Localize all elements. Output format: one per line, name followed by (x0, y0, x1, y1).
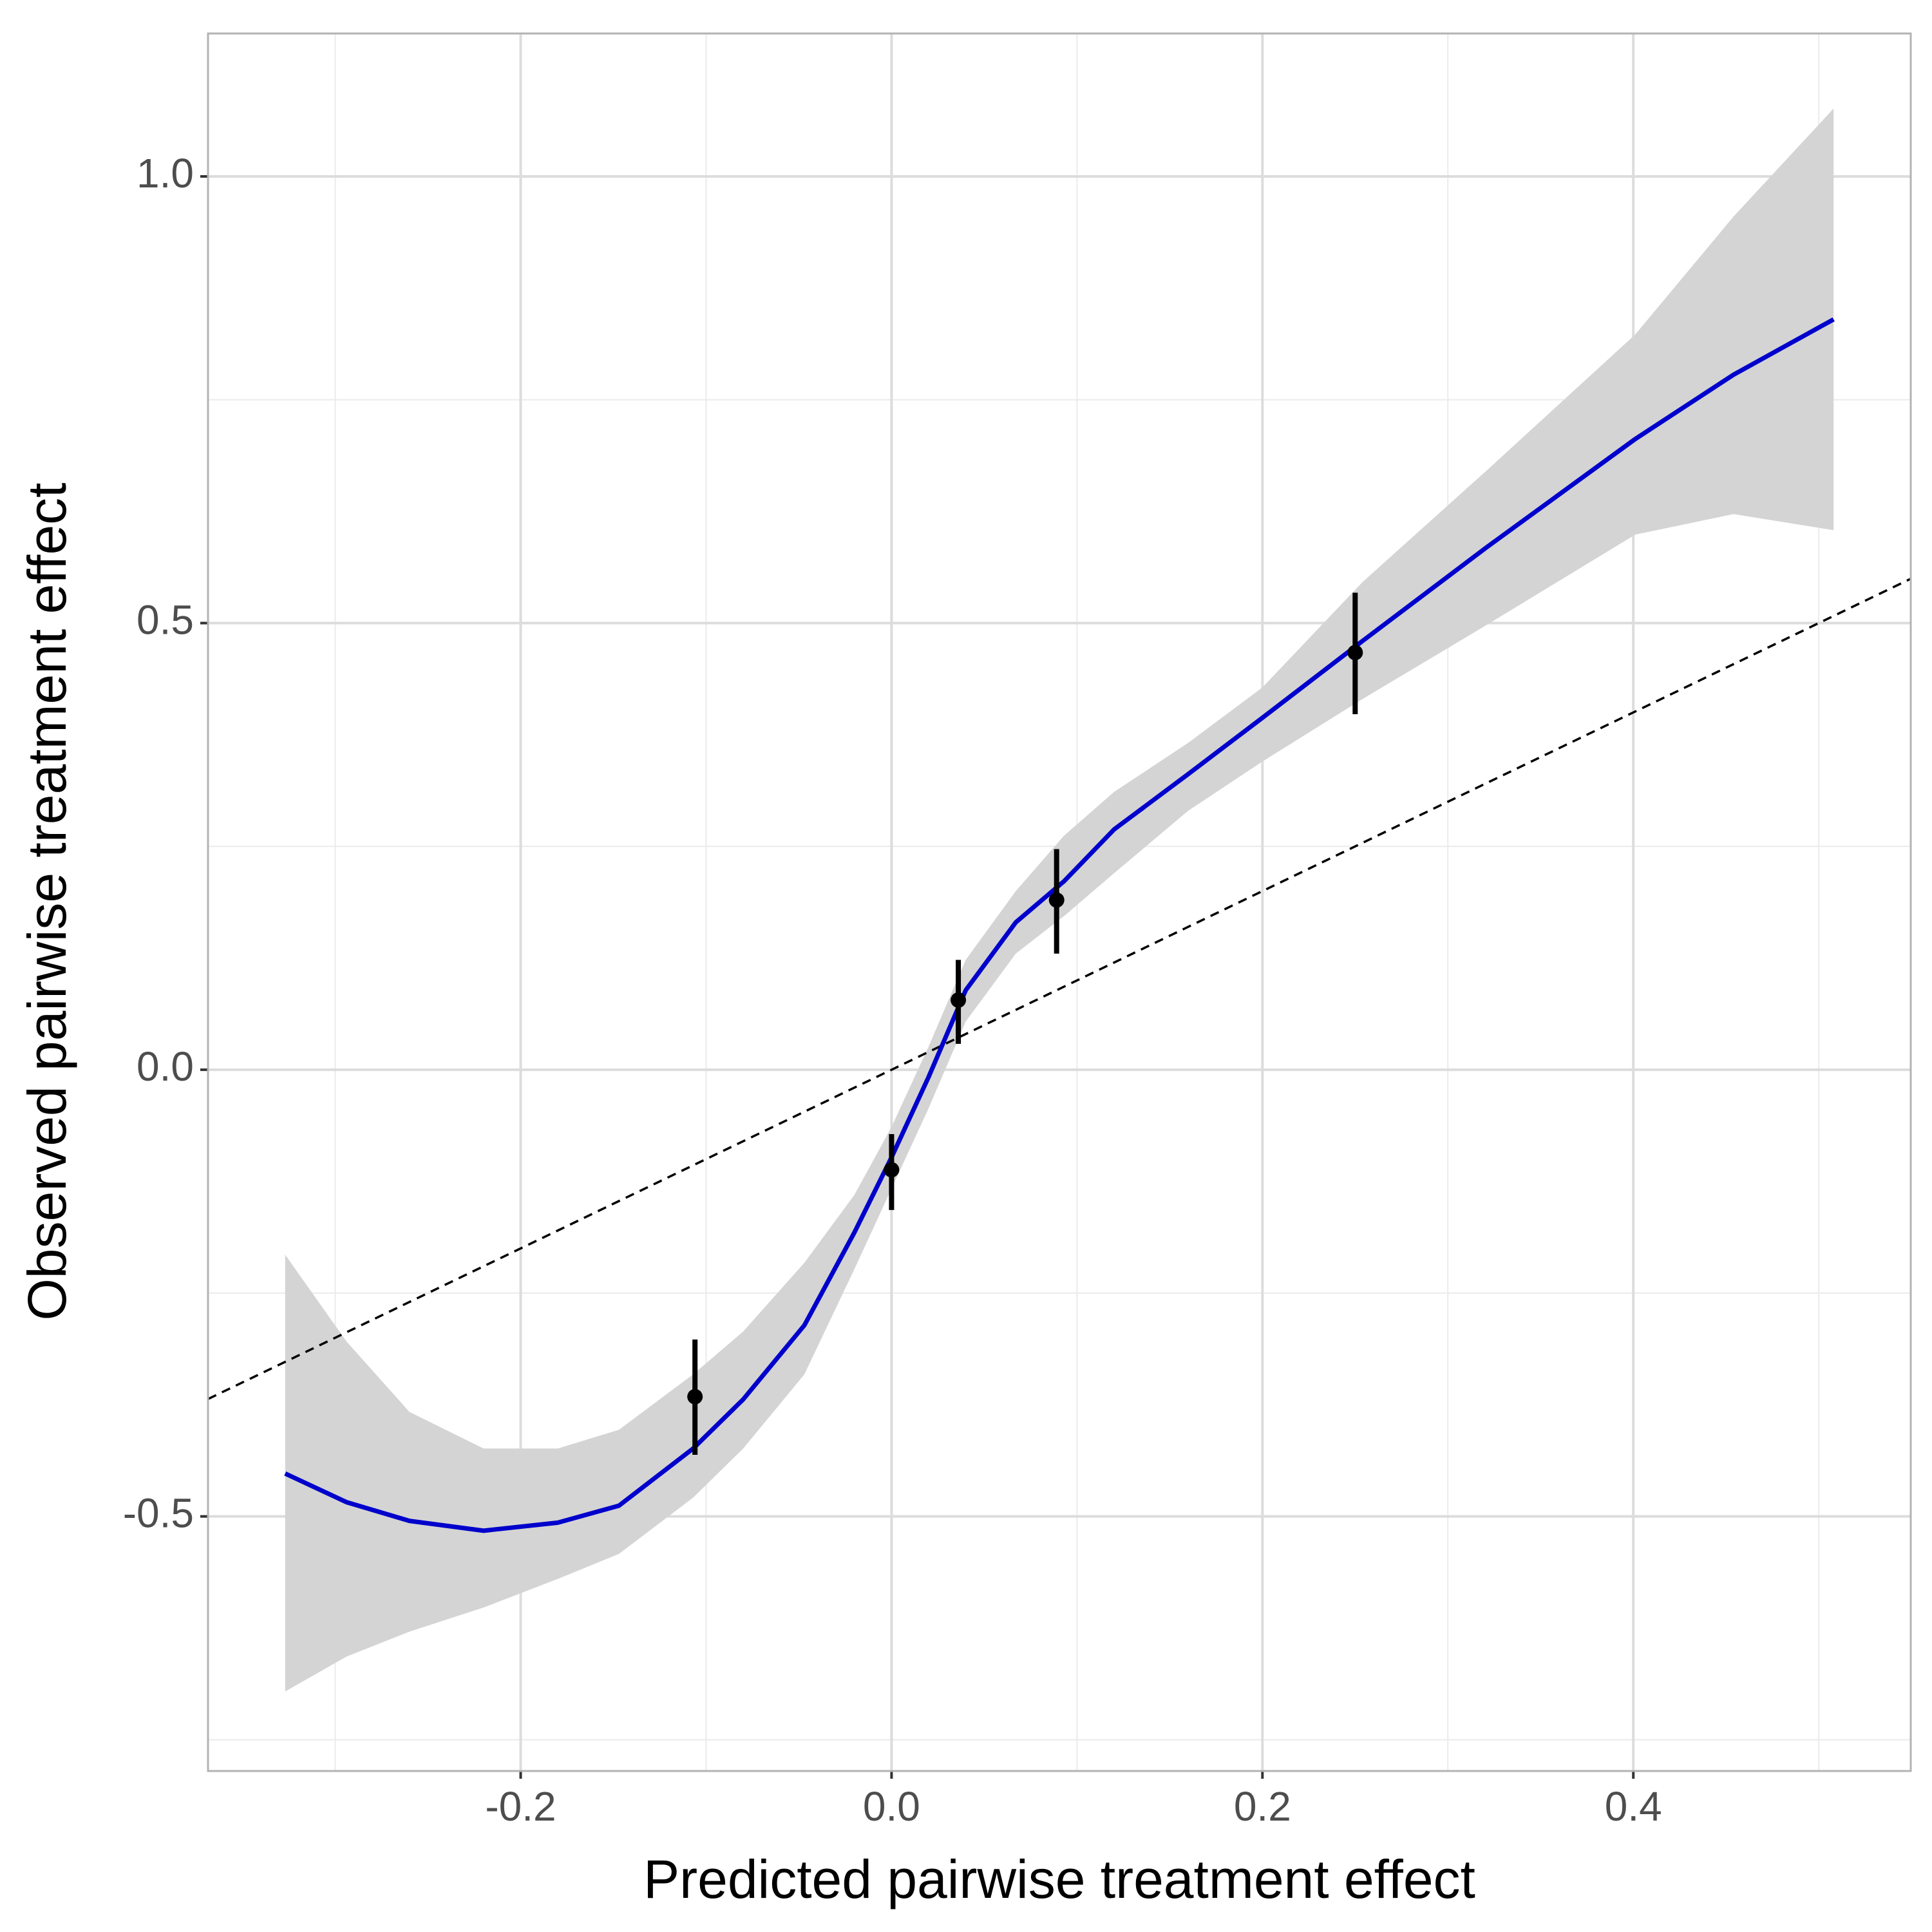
x-tick-label: -0.2 (485, 1783, 556, 1830)
panel-border (207, 32, 1912, 1772)
x-tick-label: 0.2 (1234, 1783, 1291, 1830)
y-tick-label: -0.5 (123, 1490, 194, 1537)
point (884, 1162, 900, 1178)
point (687, 1388, 703, 1405)
point (1347, 645, 1363, 661)
x-tick-label: 0.4 (1605, 1783, 1662, 1830)
smooth-line (284, 317, 1835, 1533)
y-tick-label: 1.0 (137, 150, 194, 196)
point (1048, 892, 1065, 908)
point (951, 992, 967, 1008)
x-tick-label: 0.0 (863, 1783, 920, 1830)
y-tick-label: 0.0 (137, 1043, 194, 1090)
reference-line (207, 578, 1911, 1400)
y-axis-title: Observed pairwise treatment effect (17, 482, 77, 1320)
x-axis-title: Predicted pairwise treatment effect (643, 1849, 1475, 1909)
y-tick-label: 0.5 (137, 596, 194, 643)
